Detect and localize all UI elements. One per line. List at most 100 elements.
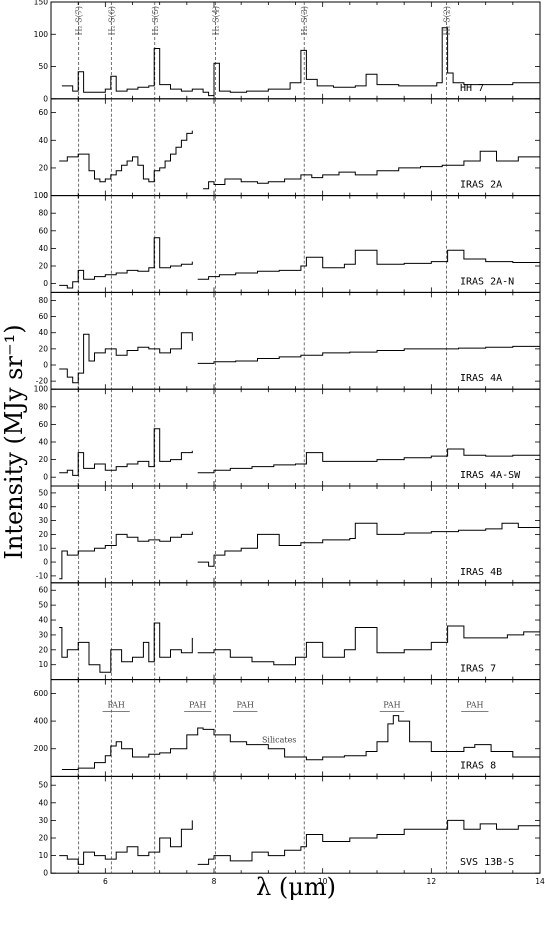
y-tick-label: 20 — [38, 834, 48, 843]
h2-line-label: H₂ S(3) — [300, 6, 309, 36]
panel-0: 0 50 100 150 HH 7 H₂ S(7) H₂ S(6) H₂ S(5) H₂ S(4… — [34, 0, 541, 103]
spectrum-line — [61, 715, 541, 770]
y-tick-label: 400 — [34, 717, 49, 726]
spectrum-line — [197, 625, 541, 666]
spectrum-line — [197, 249, 541, 280]
panel-name-label: IRAS 4A-SW — [460, 470, 521, 481]
panel-4: 0 20 40 60 80 100 IRAS 4A-SW — [34, 385, 541, 487]
y-tick-label: 40 — [38, 136, 48, 145]
panel-name-label: IRAS 4B — [460, 567, 502, 578]
y-tick-label: 0 — [43, 869, 48, 878]
panel-5: -10 0 10 20 30 40 50 IRAS 4B — [36, 485, 541, 584]
x-tick-label: 12 — [427, 877, 437, 886]
y-tick-label: 100 — [34, 191, 49, 200]
spectrum-line — [197, 522, 541, 567]
y-tick-label: 20 — [38, 530, 48, 539]
spectrum-line — [59, 130, 193, 183]
spectrum-line — [197, 448, 541, 474]
x-tick-label: 6 — [103, 877, 108, 886]
y-tick-label: 20 — [38, 455, 48, 464]
panel-2: 0 20 40 60 80 100 IRAS 2A-N — [34, 191, 541, 293]
y-tick-label: 150 — [34, 0, 49, 7]
pah-band-label: PAH — [383, 701, 400, 710]
h2-line-label: H₂ S(2) — [443, 6, 452, 36]
x-tick-label: 10 — [318, 877, 328, 886]
y-axis-title: Intensity (MJy sr⁻¹) — [0, 324, 28, 559]
y-tick-label: 60 — [38, 586, 48, 595]
y-tick-label: 60 — [38, 420, 48, 429]
y-tick-label: 200 — [34, 744, 49, 753]
y-tick-label: 50 — [38, 62, 48, 71]
y-tick-label: 10 — [38, 544, 48, 553]
panel-6: 10 20 30 40 50 60 IRAS 7 — [38, 582, 541, 681]
y-tick-label: 10 — [38, 660, 48, 669]
y-tick-label: 0 — [43, 473, 48, 482]
y-tick-label: 80 — [38, 402, 48, 411]
panel-7: 200 400 600 IRAS 8 PAH PAH PAH PAH PAH Silicates — [34, 679, 541, 777]
panel-name-label: HH 7 — [460, 83, 484, 94]
y-tick-label: 30 — [38, 630, 48, 639]
x-tick-label: 8 — [212, 877, 217, 886]
y-tick-label: 60 — [38, 312, 48, 321]
y-tick-label: 0 — [43, 361, 48, 370]
y-tick-label: 50 — [38, 488, 48, 497]
panel-name-label: IRAS 4A — [460, 373, 502, 384]
y-tick-label: 0 — [43, 191, 48, 200]
y-tick-label: -20 — [36, 377, 48, 386]
y-tick-label: 40 — [38, 244, 48, 253]
y-tick-label: 50 — [38, 601, 48, 610]
spectrum-line — [197, 344, 541, 364]
panel-name-label: IRAS 2A — [460, 180, 502, 191]
y-tick-label: 100 — [34, 385, 49, 394]
panel-3: -20 0 20 40 60 80 IRAS 4A — [36, 291, 541, 390]
y-tick-label: 30 — [38, 516, 48, 525]
y-tick-label: 100 — [34, 30, 49, 39]
y-tick-label: 30 — [38, 816, 48, 825]
spectrum-line — [61, 27, 540, 97]
spectrum-line — [59, 820, 193, 865]
y-tick-label: 40 — [38, 798, 48, 807]
spectrum-line — [59, 237, 193, 289]
y-tick-label: 80 — [38, 209, 48, 218]
y-tick-label: 40 — [38, 502, 48, 511]
y-tick-label: 0 — [43, 94, 48, 103]
y-tick-label: 10 — [38, 851, 48, 860]
spectrum-line — [59, 332, 193, 384]
y-tick-label: 0 — [43, 279, 48, 288]
y-tick-label: 20 — [38, 262, 48, 271]
h2-line-label: H₂ S(7) — [75, 6, 84, 36]
pah-band-label: PAH — [466, 701, 483, 710]
y-tick-label: 0 — [43, 558, 48, 567]
h2-line-label: H₂ S(6) — [107, 6, 116, 36]
spectrum-line — [59, 531, 193, 580]
x-axis-title: λ (μm) — [256, 873, 336, 901]
y-tick-label: 40 — [38, 328, 48, 337]
pah-band-label: PAH — [107, 701, 124, 710]
panel-name-label: IRAS 2A-N — [460, 276, 514, 287]
y-tick-label: 60 — [38, 226, 48, 235]
y-tick-label: 20 — [38, 645, 48, 654]
silicates-label: Silicates — [262, 736, 296, 745]
y-tick-label: 40 — [38, 616, 48, 625]
y-tick-label: 60 — [38, 108, 48, 117]
panel-name-label: IRAS 7 — [460, 664, 496, 675]
panel-name-label: IRAS 8 — [460, 760, 496, 771]
pah-band-label: PAH — [237, 701, 254, 710]
y-tick-label: 40 — [38, 438, 48, 447]
y-tick-label: 80 — [38, 296, 48, 305]
y-tick-label: -10 — [36, 571, 48, 580]
panel-1: 0 20 40 60 IRAS 2A — [38, 98, 541, 200]
panel-name-label: SVS 13B-S — [460, 857, 514, 868]
spectrum-line — [59, 622, 193, 673]
y-tick-label: 50 — [38, 781, 48, 790]
panel-8: 0 10 20 30 40 50 SVS 13B-S — [38, 775, 541, 878]
y-tick-label: 20 — [38, 344, 48, 353]
h2-line-label: H₂ S(4) — [212, 6, 221, 36]
spectrum-line — [59, 428, 193, 476]
spectrum-line — [203, 150, 541, 190]
x-tick-label: 14 — [535, 877, 545, 886]
pah-band-label: PAH — [189, 701, 206, 710]
y-tick-label: 600 — [34, 689, 49, 698]
